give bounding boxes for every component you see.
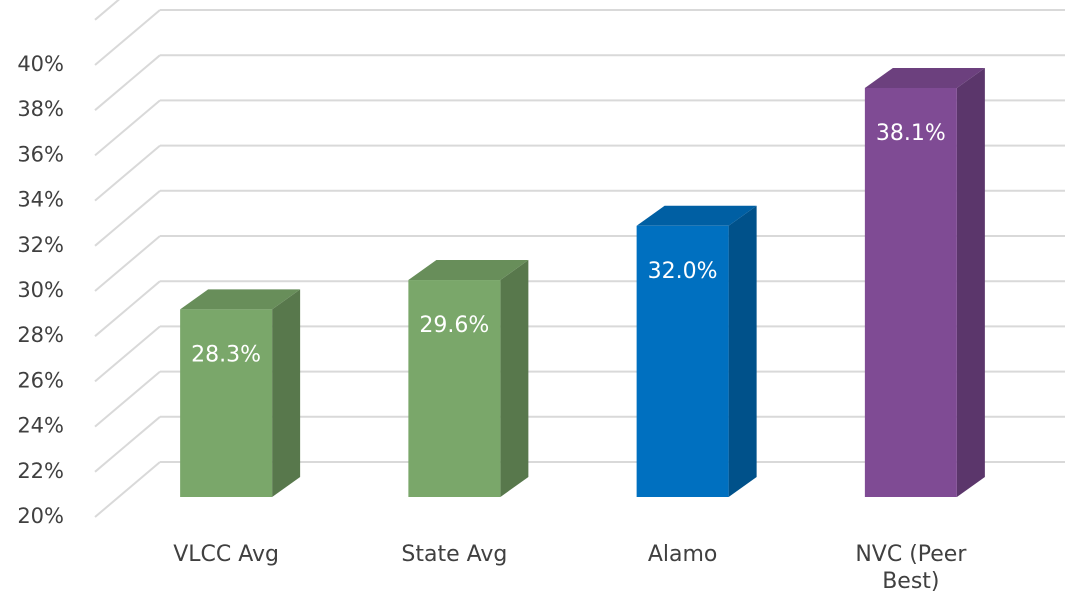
bar-side xyxy=(728,205,757,498)
grid-line xyxy=(94,370,161,428)
y-tick-label: 28% xyxy=(17,323,64,347)
bar xyxy=(408,280,501,497)
bar-top xyxy=(408,260,529,281)
bar-side xyxy=(500,260,529,497)
x-tick-label: NVC (Peer Best) xyxy=(855,542,967,594)
x-tick-label: Alamo xyxy=(647,542,718,567)
bar xyxy=(180,309,273,497)
grid-line xyxy=(94,190,161,247)
bar xyxy=(636,225,729,498)
y-tick-label: 26% xyxy=(17,368,64,392)
y-tick-label: 38% xyxy=(17,97,64,121)
bar-top xyxy=(180,289,301,310)
y-tick-label: 20% xyxy=(17,504,64,528)
grid-line xyxy=(94,99,161,157)
y-tick-label: 34% xyxy=(17,188,64,212)
y-tick-label: 30% xyxy=(17,278,64,302)
data-label: 29.6% xyxy=(419,313,489,338)
data-label: 28.3% xyxy=(191,342,261,367)
grid-line xyxy=(94,54,161,111)
grid-line xyxy=(94,144,161,202)
grid-line xyxy=(94,325,161,383)
y-tick-label: 32% xyxy=(17,233,64,257)
bar xyxy=(864,87,957,497)
y-tick-label: 36% xyxy=(17,142,64,166)
y-tick-label: 22% xyxy=(17,459,64,483)
grid-line xyxy=(94,416,161,473)
y-tick-label: 40% xyxy=(17,52,64,76)
grid-line xyxy=(94,235,161,292)
x-tick-label: State Avg xyxy=(401,542,508,567)
bar-side xyxy=(272,289,301,497)
data-label: 32.0% xyxy=(648,259,718,284)
grid-line xyxy=(94,461,161,518)
grid-line xyxy=(94,280,161,337)
grid-line xyxy=(94,0,120,21)
y-tick-label: 24% xyxy=(17,414,64,438)
data-label: 38.1% xyxy=(876,121,946,146)
grid-line xyxy=(94,9,161,66)
bar-side xyxy=(956,67,985,497)
x-tick-label: VLCC Avg xyxy=(173,542,280,567)
bar-top xyxy=(636,205,757,226)
bar-top xyxy=(864,67,985,88)
